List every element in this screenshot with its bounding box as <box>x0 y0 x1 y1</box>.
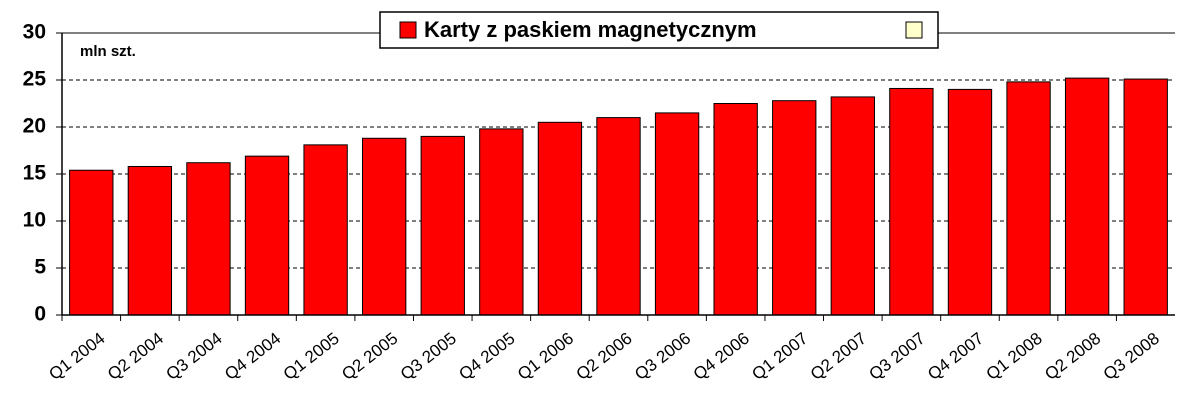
bar <box>772 100 817 316</box>
y-tick-label: 25 <box>23 68 47 91</box>
bar <box>127 165 173 316</box>
y-tick-label: 15 <box>23 162 47 185</box>
legend-swatch <box>399 21 417 39</box>
legend-box <box>379 11 939 49</box>
bar <box>713 103 758 316</box>
x-tick-label: Q2 2007 <box>807 329 870 384</box>
bar <box>1064 77 1110 316</box>
x-tick-label: Q3 2005 <box>397 329 460 384</box>
bar <box>830 96 875 316</box>
x-tick-label: Q4 2007 <box>924 329 987 384</box>
x-tick-label: Q3 2004 <box>163 329 226 384</box>
x-tick-label: Q1 2007 <box>748 329 811 384</box>
bar <box>596 117 641 316</box>
y-tick-label: 30 <box>23 21 46 44</box>
x-tick-label: Q4 2005 <box>455 329 518 384</box>
bar <box>362 137 407 316</box>
x-tick-label: Q4 2006 <box>690 329 753 384</box>
x-tick-label: Q2 2004 <box>104 329 167 384</box>
bar <box>654 112 700 316</box>
x-tick-label: Q3 2006 <box>631 329 694 384</box>
x-tick-label: Q1 2005 <box>280 329 343 384</box>
y-tick-label: 5 <box>34 256 46 279</box>
bar <box>244 155 290 316</box>
bar <box>303 144 348 316</box>
x-tick-label: Q2 2006 <box>573 329 636 384</box>
bar <box>947 88 993 316</box>
bar <box>420 135 465 316</box>
x-tick-label: Q1 2008 <box>983 329 1046 384</box>
x-tick-label: Q1 2006 <box>514 329 577 384</box>
y-tick-label: 0 <box>34 303 46 326</box>
legend-swatch-empty <box>905 21 923 39</box>
x-tick-label: Q2 2005 <box>338 329 401 384</box>
bar <box>889 87 934 316</box>
y-tick-label: 20 <box>23 115 46 138</box>
x-tick-label: Q3 2008 <box>1100 329 1163 384</box>
bar <box>186 162 231 316</box>
x-tick-label: Q2 2008 <box>1041 329 1104 384</box>
x-tick-label: Q1 2004 <box>45 329 108 384</box>
x-tick-label: Q3 2007 <box>866 329 929 384</box>
bar <box>1006 81 1051 316</box>
x-tick-label: Q4 2004 <box>221 329 284 384</box>
bar <box>69 169 114 316</box>
annotation: mln szt. <box>80 43 136 60</box>
bar <box>1123 78 1168 316</box>
legend-label: Karty z paskiem magnetycznym <box>424 17 757 42</box>
bar <box>537 121 583 316</box>
bar <box>479 128 524 316</box>
y-tick-label: 10 <box>23 209 46 232</box>
